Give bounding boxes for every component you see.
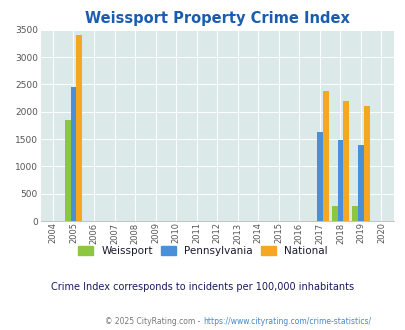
Bar	[322, 91, 328, 221]
Bar	[331, 206, 337, 221]
Bar	[352, 206, 357, 221]
Bar	[70, 86, 76, 221]
Bar	[343, 101, 348, 221]
Text: https://www.cityrating.com/crime-statistics/: https://www.cityrating.com/crime-statist…	[202, 317, 370, 326]
Bar	[337, 140, 343, 221]
Legend: Weissport, Pennsylvania, National: Weissport, Pennsylvania, National	[74, 242, 331, 260]
Bar	[316, 132, 322, 221]
Bar	[357, 145, 363, 221]
Bar	[65, 120, 70, 221]
Text: Crime Index corresponds to incidents per 100,000 inhabitants: Crime Index corresponds to incidents per…	[51, 282, 354, 292]
Title: Weissport Property Crime Index: Weissport Property Crime Index	[85, 11, 349, 26]
Bar	[76, 35, 82, 221]
Bar	[363, 106, 369, 221]
Text: © 2025 CityRating.com -: © 2025 CityRating.com -	[105, 317, 202, 326]
